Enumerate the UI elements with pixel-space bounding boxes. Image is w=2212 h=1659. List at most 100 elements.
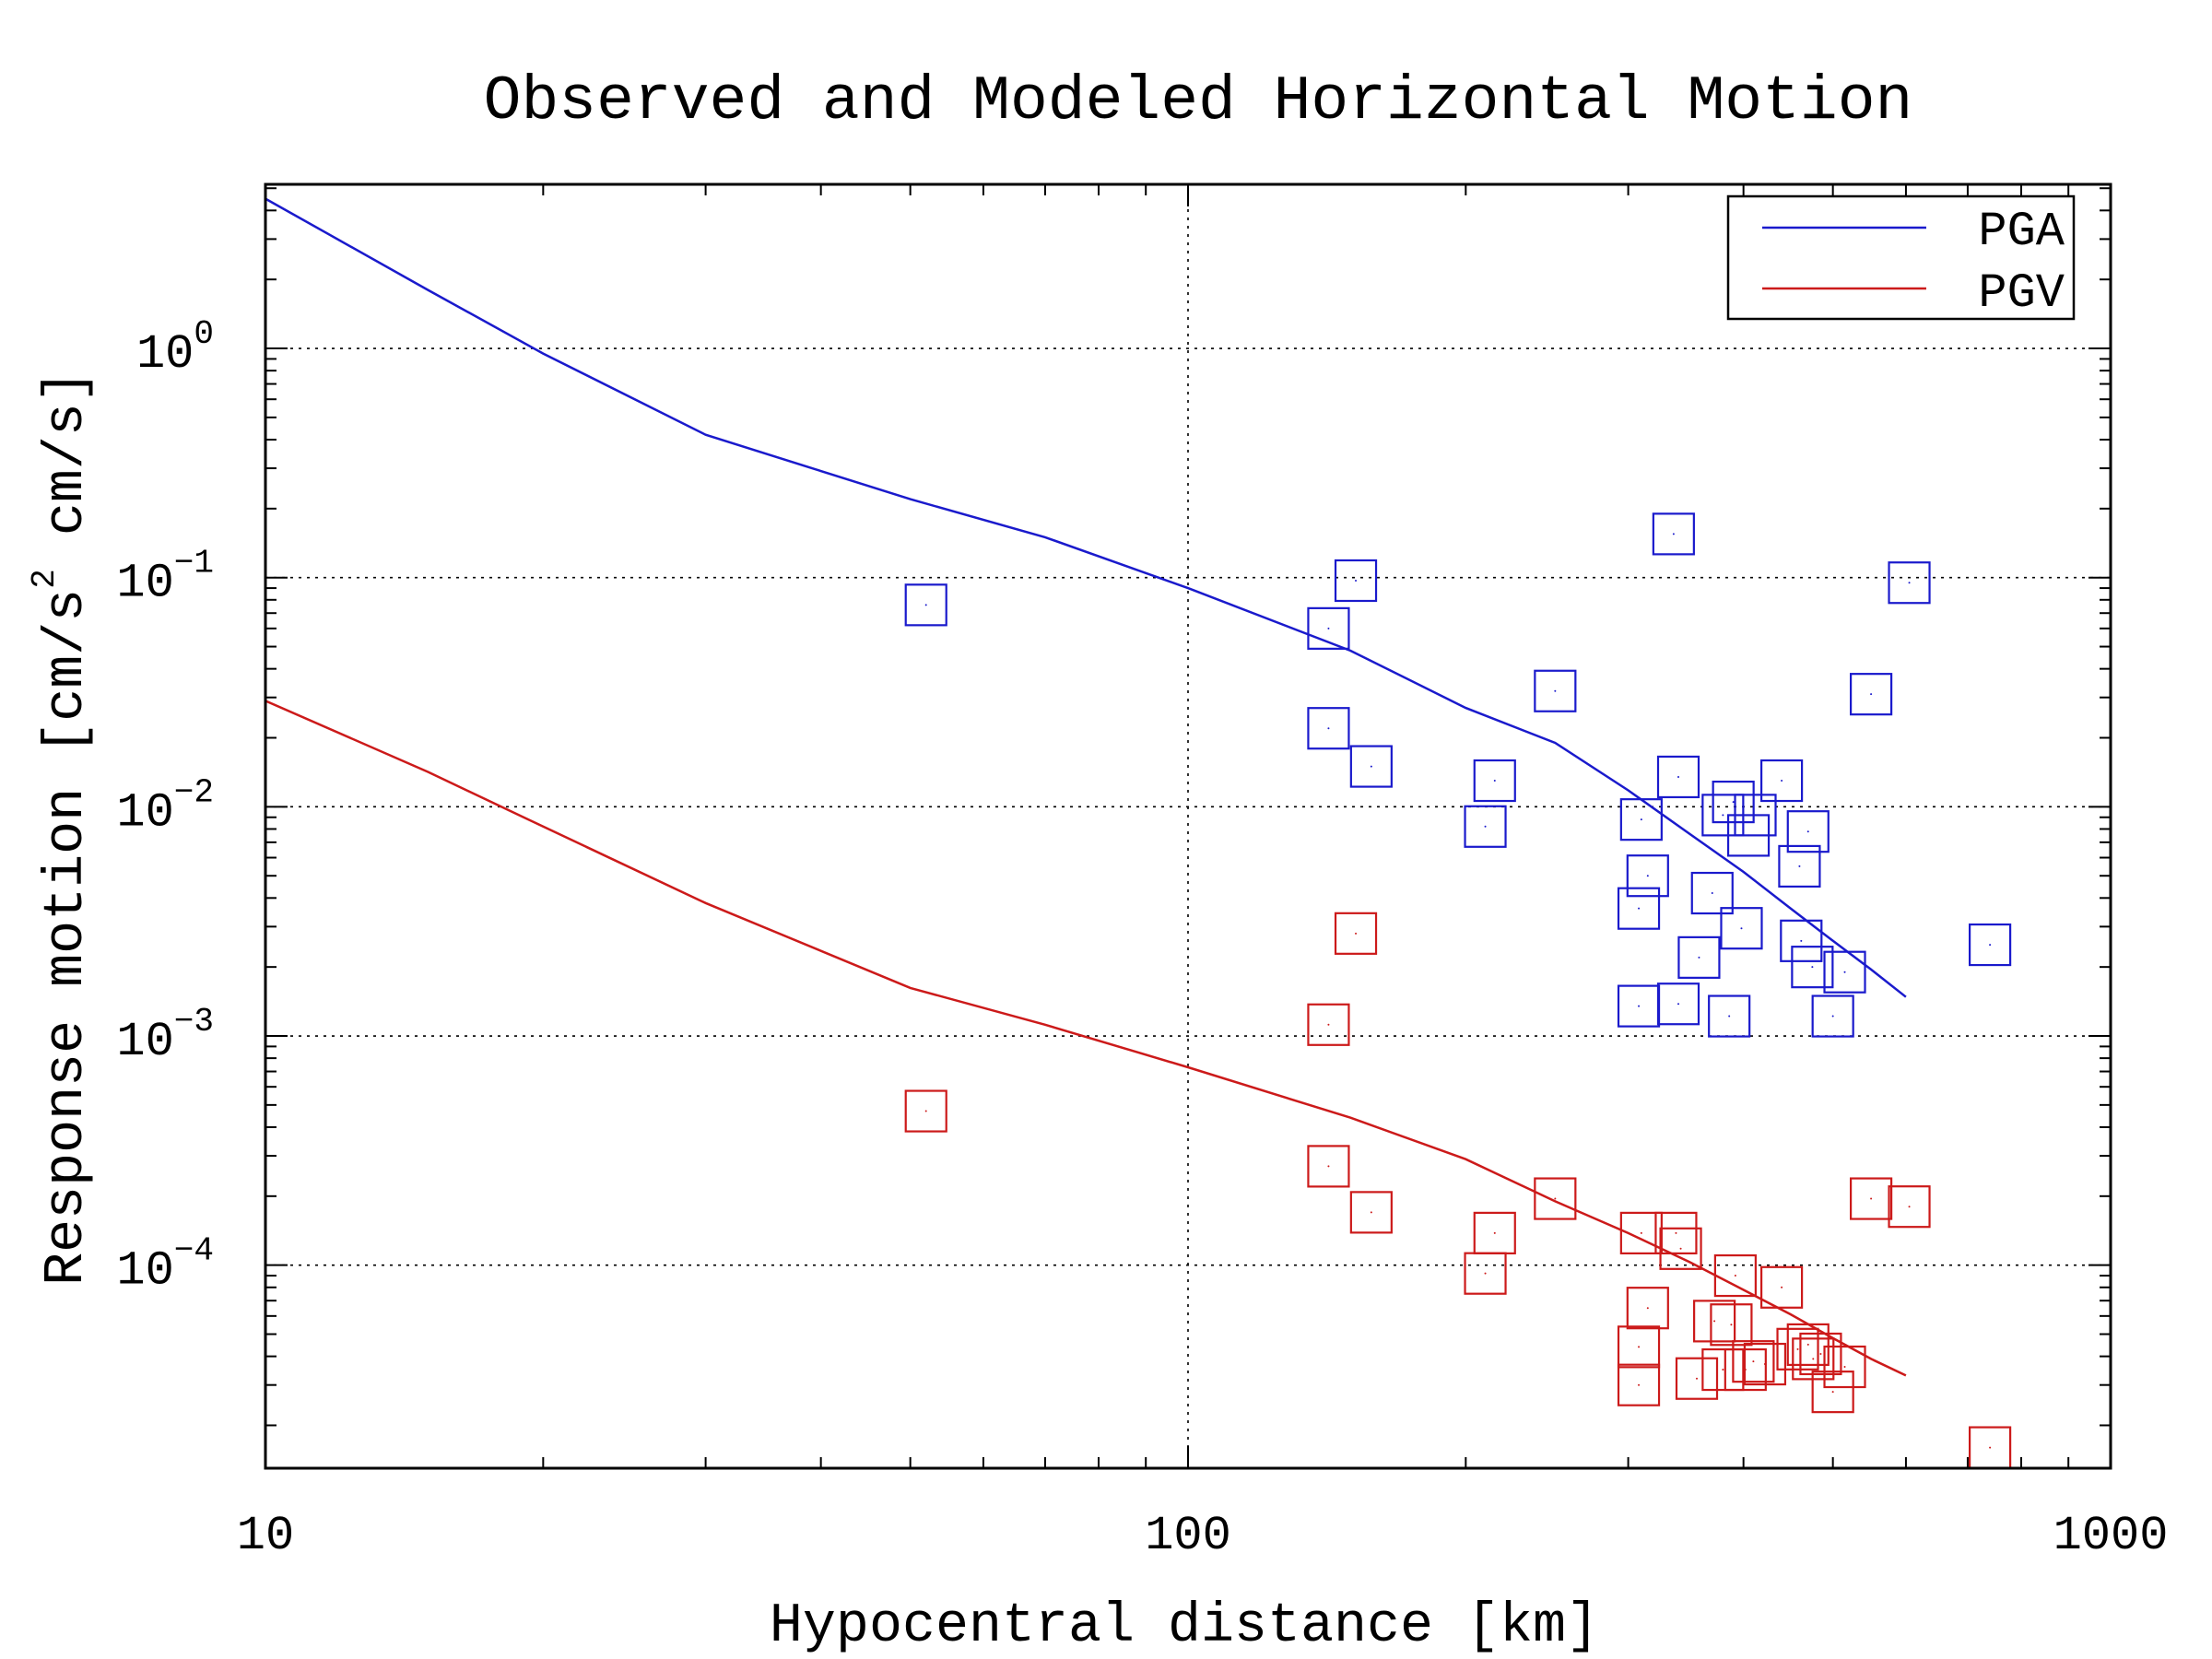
x-tick-label: 1000 [2053, 1509, 2169, 1563]
pgv-point-center [1327, 1165, 1330, 1168]
pgv-point-center [1763, 1363, 1766, 1366]
pgv-point [1786, 1323, 1830, 1367]
pga-point [1823, 950, 1866, 994]
pgv-point [1776, 1327, 1819, 1371]
pga-point-center [924, 604, 927, 606]
legend: PGA PGV [1726, 194, 2076, 321]
pgv-point-center [924, 1110, 927, 1112]
pga-point [1734, 794, 1777, 837]
pgv-point-center [1734, 1275, 1736, 1277]
pgv-point-center [1696, 1377, 1699, 1380]
pgv-point [1713, 1253, 1757, 1298]
pgv-point [1534, 1177, 1577, 1220]
pga-point [1780, 919, 1823, 962]
pga-point-center [1908, 582, 1911, 584]
pga-point [1307, 606, 1350, 650]
pgv-point [1617, 1363, 1661, 1406]
pgv-point [1888, 1185, 1931, 1229]
pga-point [1307, 707, 1350, 750]
pga-point [1534, 669, 1577, 712]
pga-point-center [1740, 927, 1743, 930]
pga-point [1708, 994, 1751, 1038]
pga-point [1778, 844, 1821, 888]
pga-point-center [1811, 966, 1814, 969]
pga-point-center [1493, 780, 1496, 782]
pga-point-center [1754, 814, 1757, 817]
pga-point-center [1484, 825, 1487, 828]
pga-point [1334, 559, 1378, 603]
pgv-point [1759, 1265, 1804, 1309]
pgv-point-center [1640, 1231, 1642, 1234]
pga-point-center [1732, 801, 1735, 804]
pgv-point-center [1730, 1324, 1733, 1326]
pga-point [904, 583, 947, 627]
pga-point [1617, 887, 1661, 930]
pga-point [1677, 935, 1721, 979]
pgv-point-center [1843, 1366, 1846, 1369]
pgv-point-center [1908, 1206, 1911, 1208]
pgv-point [1823, 1345, 1866, 1389]
pgv-point [1675, 1357, 1719, 1400]
pga-point-center [1728, 1015, 1731, 1018]
pgv-point [1799, 1332, 1842, 1376]
pgv-point-center [1327, 1023, 1330, 1026]
pga-point [1888, 561, 1931, 605]
pga-point-center [1638, 1005, 1641, 1007]
pga-point [1712, 780, 1755, 824]
pgv-point-center [1722, 1369, 1724, 1371]
pgv-point-center [1989, 1446, 1992, 1449]
pgv-point-center [1781, 1286, 1783, 1288]
y-tick-label: 10−2 [116, 773, 214, 840]
pga-point [1473, 759, 1516, 803]
pgv-point-center [1493, 1231, 1496, 1234]
y-tick-label: 10−4 [116, 1232, 214, 1299]
pga-point-center [1640, 818, 1642, 821]
pgv-point-center [1638, 1383, 1641, 1386]
legend-box [1726, 194, 2076, 321]
pga-point [1850, 673, 1893, 716]
pgv-point [1654, 1211, 1698, 1254]
pgv-point-center [1806, 1343, 1809, 1346]
pga-point-center [1989, 944, 1992, 947]
pga-point-center [1677, 775, 1680, 778]
pgv-model-line [265, 700, 1907, 1377]
pga-point-center [1327, 727, 1330, 730]
pga-point-center [1370, 765, 1372, 768]
x-axis-label: Hypocentral distance [km] [770, 1595, 1599, 1658]
pgv-point-center [1713, 1320, 1716, 1323]
pgv-point [1659, 1227, 1702, 1270]
y-axis-label-main: Response motion [cm/s [36, 589, 99, 1286]
pga-point [1720, 907, 1763, 950]
pga-point-center [1638, 907, 1641, 910]
pga-point-center [1870, 693, 1873, 696]
pgv-point-center [1679, 1247, 1682, 1250]
y-tick-labels: 100 10−1 10−2 10−3 10−4 [116, 315, 214, 1299]
pga-model-line [265, 197, 1907, 998]
pga-point [1656, 982, 1700, 1026]
pga-point-center [1711, 892, 1713, 895]
pgv-point-center [1752, 1360, 1755, 1363]
pga-point [1619, 798, 1663, 841]
y-axis-label-unit: cm/s] [36, 370, 99, 569]
pgv-point-center [1819, 1352, 1822, 1355]
pga-point [1811, 994, 1854, 1038]
legend-pga-label: PGA [1978, 205, 2065, 259]
pga-point [1690, 871, 1734, 915]
pga-point-center [1800, 939, 1803, 942]
pga-point [1464, 805, 1507, 848]
pga-point-center [1843, 971, 1846, 973]
pgv-point [1617, 1325, 1661, 1369]
grid [265, 184, 2111, 1468]
pgv-point-center [1484, 1272, 1487, 1275]
pgv-point-center [1675, 1231, 1677, 1234]
pgv-point [1307, 1003, 1350, 1046]
pgv-point [1693, 1300, 1736, 1343]
legend-pgv-label: PGV [1978, 266, 2065, 321]
pgv-point-center [1870, 1197, 1873, 1200]
pgv-point [1473, 1211, 1516, 1254]
y-tick-label: 10−1 [116, 545, 214, 611]
model-lines [265, 197, 1907, 1377]
pgv-point-center [1554, 1197, 1557, 1200]
pgv-point [1626, 1287, 1669, 1330]
